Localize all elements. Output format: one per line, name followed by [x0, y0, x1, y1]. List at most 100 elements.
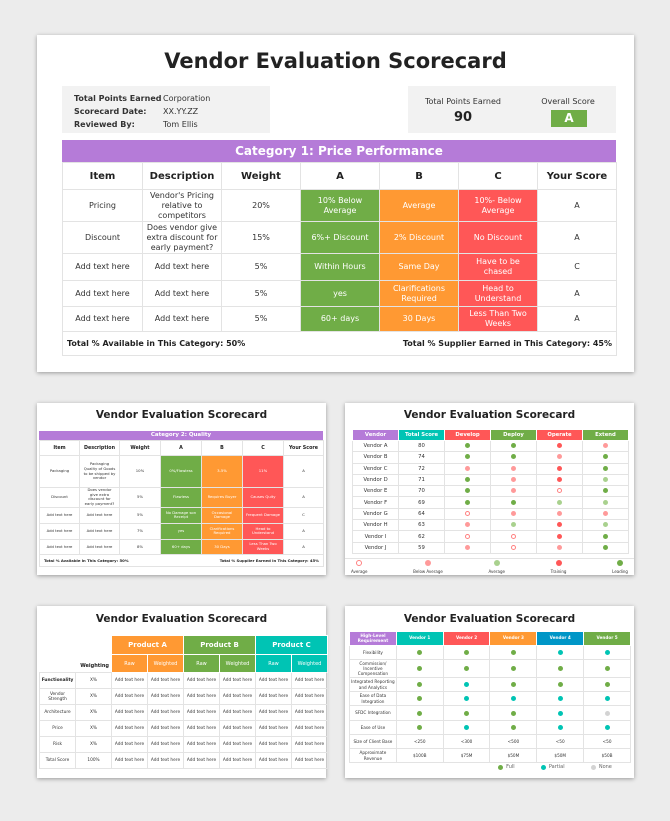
- product-header-row: Weighting Product A Product B Product C: [39, 635, 329, 673]
- table-row: Discount Does vendor give extra discount …: [62, 221, 617, 254]
- rating-cell: [444, 473, 491, 487]
- vendor-name: Vendor E: [352, 485, 399, 498]
- average-dot-icon: [603, 477, 608, 483]
- score-cell: Add text here: [111, 736, 149, 753]
- column-header: Operate: [536, 429, 583, 441]
- weight-cell: 15%: [221, 221, 301, 254]
- grade-c-cell: Less Than Two Weeks: [458, 306, 538, 332]
- full-dot-icon: [464, 666, 470, 672]
- column-header: Vendor: [352, 429, 399, 441]
- vendor-name: Vendor J: [352, 541, 399, 554]
- full-dot-icon: [417, 682, 423, 688]
- average-dot-icon: [511, 522, 516, 528]
- rating-cell: [536, 645, 585, 660]
- rating-cell: [583, 691, 631, 706]
- rating-cell: [395, 645, 444, 660]
- description-cell: Packaging Quality of Goods to be shipped…: [79, 455, 120, 488]
- full-dot-icon: [417, 666, 423, 672]
- quality-table: Item Description Weight A B C Your Score Packag…: [39, 440, 324, 567]
- rating-cell: [582, 451, 629, 464]
- value-cell: $50M: [489, 748, 538, 763]
- score-cell: Add text here: [219, 752, 257, 769]
- vendor-row: Vendor D 71: [352, 473, 629, 487]
- stages-table: Vendor Total Score Develop Deploy Operate Ext…: [352, 429, 629, 554]
- grade-a-cell: Flawless: [160, 487, 202, 508]
- category-banner: Category 2: Quality: [39, 431, 323, 440]
- grade-a-cell: 60+ days: [160, 538, 202, 555]
- info-row: Scorecard Date: XX.YY.ZZ: [74, 105, 258, 118]
- stages-scorecard: Vendor Evaluation Scorecard Vendor Total …: [345, 403, 634, 575]
- product-header: Product A: [111, 635, 185, 655]
- rating-cell: [490, 473, 537, 487]
- criterion-label: Functionality: [39, 672, 76, 689]
- average-dot-icon: [557, 499, 562, 505]
- rating-cell: [490, 541, 537, 554]
- value-cell: <300: [442, 734, 491, 749]
- vendor-row: Vendor H 63: [352, 519, 629, 532]
- item-cell: Discount: [39, 487, 80, 508]
- grade-a-cell: 60+ days: [300, 306, 380, 332]
- partial-dot-icon: [464, 696, 470, 702]
- total-score: 64: [398, 507, 445, 521]
- rating-cell: [536, 720, 585, 735]
- grade-c-cell: Causes Quity: [242, 487, 284, 508]
- rating-cell: [536, 530, 583, 543]
- footer-cell: Total % Available in This Category: 50% T…: [62, 331, 617, 356]
- leading-dot-icon: [465, 477, 470, 483]
- your-score-cell: A: [283, 455, 324, 488]
- column-header: C: [458, 162, 538, 190]
- score-cell: Add text here: [219, 672, 257, 689]
- grade-b-cell: Clarifications Required: [379, 280, 459, 307]
- rating-cell: [444, 439, 491, 453]
- grade-c-cell: 11%: [242, 455, 284, 488]
- vendor-name: Vendor F: [352, 496, 399, 509]
- score-cell: Add text here: [147, 752, 185, 769]
- score-cell: Add text here: [147, 720, 185, 737]
- training-dot-icon: [557, 465, 562, 471]
- weighting-cell: X%: [74, 672, 113, 689]
- full-dot-icon: [510, 725, 516, 731]
- leading-dot-icon: [511, 443, 516, 449]
- grade-b-cell: Average: [379, 189, 459, 222]
- weighted-header: Weighted: [147, 654, 185, 673]
- score-cell: Add text here: [219, 736, 257, 753]
- score-cell: Add text here: [219, 720, 257, 737]
- training-dot-icon: [557, 533, 562, 539]
- main-title: Vendor Evaluation Scorecard: [164, 49, 507, 73]
- weighted-header: Weighted: [219, 654, 257, 673]
- your-score-cell: A: [283, 522, 324, 540]
- score-cell: Add text here: [147, 704, 185, 721]
- grade-a-cell: 0%/Flawless: [160, 455, 202, 488]
- value-cell: <250: [395, 734, 444, 749]
- below-average-dot-icon: [465, 544, 470, 550]
- score-cell: Add text here: [255, 704, 293, 721]
- item-cell: Add text here: [39, 522, 80, 540]
- full-dot-icon: [510, 710, 516, 716]
- rating-cell: [583, 720, 631, 735]
- rating-cell: [442, 691, 491, 706]
- grade-a-cell: yes: [160, 522, 202, 540]
- requirement-label: Approximate Revenue: [349, 748, 397, 763]
- your-score-cell: A: [283, 538, 324, 555]
- below-average-dot-icon: [511, 477, 516, 483]
- rating-cell: [395, 691, 444, 706]
- requirement-label: Flexibility: [349, 645, 397, 660]
- requirement-label: SFDC Integration: [349, 705, 397, 721]
- quality-title: Vendor Evaluation Scorecard: [95, 409, 268, 421]
- vendor-name: Vendor H: [352, 519, 399, 532]
- rating-cell: [490, 485, 537, 498]
- item-cell: Add text here: [39, 506, 80, 524]
- column-header: Vendor 3: [489, 631, 538, 646]
- grade-b-cell: Occasional Damage: [201, 506, 243, 524]
- score-cell: Add text here: [219, 688, 257, 705]
- legend-item: Partial: [540, 764, 565, 770]
- stages-title: Vendor Evaluation Scorecard: [403, 409, 576, 421]
- weighting-cell: X%: [74, 704, 113, 721]
- full-dot-icon: [510, 682, 516, 688]
- column-header: Description: [142, 162, 222, 190]
- info-row: Reviewed By: Tom Ellis: [74, 118, 258, 131]
- requirement-row: SFDC Integration: [349, 705, 631, 721]
- overall-score-badge: A: [551, 110, 587, 127]
- header-row: High-Level Requirement Vendor 1 Vendor 2 Ve…: [349, 631, 631, 646]
- table-row: Add text here Add text here 7% yes Clarifica…: [39, 522, 324, 540]
